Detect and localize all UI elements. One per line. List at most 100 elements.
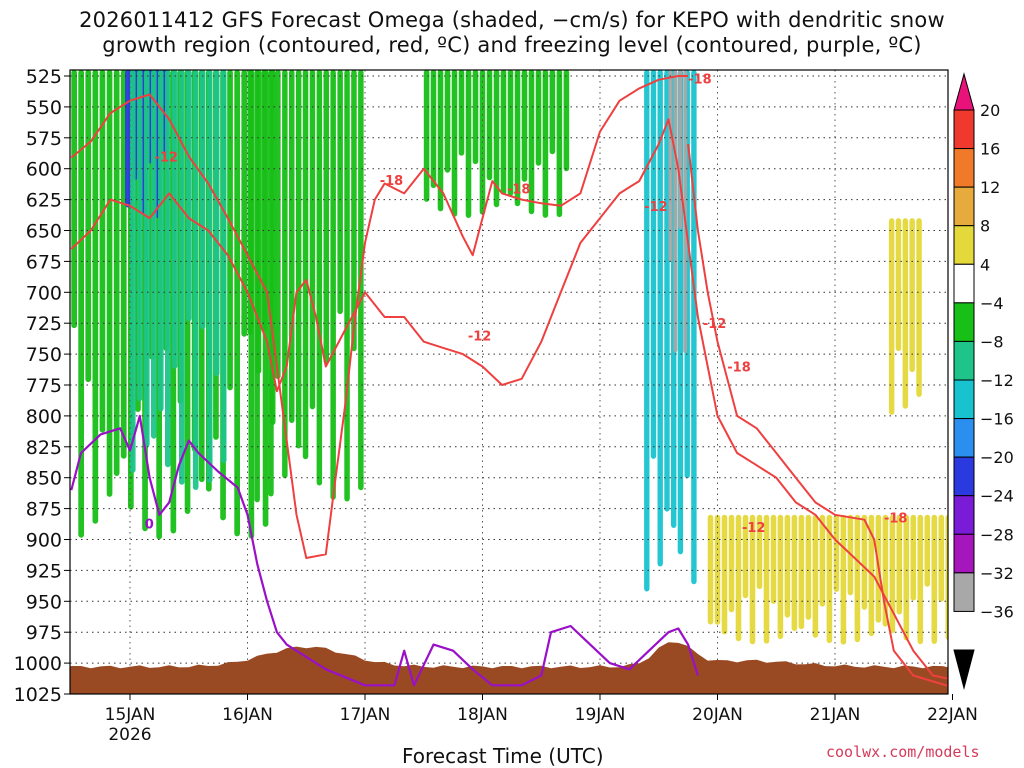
colorbar: 20 16 12 8 4 −4 −8 −12 −16 −20 −24 −28 −32 −36 (953, 72, 1014, 690)
colorbar-bin-1 (953, 109, 975, 150)
omega-cell-late-descent (909, 218, 915, 373)
y-tick-label-750: 750 (26, 344, 62, 366)
omega-cell-lowlevel-descent (735, 514, 742, 642)
omega-cell-day19-core (673, 70, 678, 353)
omega-cell-lowlevel-descent (833, 514, 840, 592)
omega-cell-late-descent (916, 218, 922, 397)
omega-cell-day16-band (316, 70, 323, 486)
omega-cell-lowlevel-descent (826, 514, 833, 644)
omega-cell-lowlevel-descent (910, 514, 917, 601)
y-tick-label-800: 800 (26, 406, 62, 428)
omega-cell-early-mid (151, 70, 157, 439)
y-tick-label-525: 525 (26, 66, 62, 88)
dgz-label-5: -18 (688, 72, 712, 87)
colorbar-label-3: 8 (980, 217, 990, 236)
omega-cell-day16-band (247, 70, 253, 336)
x-tick-label-15JAN: 15JAN (105, 705, 156, 725)
colorbar-label-13: −36 (980, 602, 1014, 621)
y-tick-label-600: 600 (26, 159, 62, 181)
y-tick-label-1000: 1000 (14, 653, 62, 675)
omega-cell-day18-band (444, 70, 451, 173)
omega-cell-day18-band (556, 70, 563, 218)
omega-cell-lowlevel-descent (924, 514, 931, 587)
x-tick-label-18JAN: 18JAN (457, 705, 508, 725)
y-tick-label-725: 725 (26, 313, 62, 335)
omega-cell-lowlevel-descent (742, 514, 749, 599)
omega-cell-early-mid (220, 70, 227, 464)
omega-cell-early-ascent (234, 70, 240, 537)
omega-cell-early-mid (130, 70, 136, 473)
omega-cell-day16-band (289, 70, 295, 423)
omega-cell-lowlevel-descent (945, 514, 948, 640)
omega-cell-day19-strong (664, 70, 670, 512)
omega-cell-lowlevel-descent (791, 514, 798, 631)
colorbar-bin-5 (953, 263, 975, 304)
omega-cell-day18-band (528, 70, 535, 215)
dgz-label-1: -18 (380, 174, 404, 189)
omega-cell-lowlevel-descent (896, 514, 903, 615)
freezing-level-label: 0 (145, 517, 154, 532)
omega-cell-early-ascent (85, 70, 92, 383)
omega-cell-late-descent (895, 218, 902, 352)
omega-cell-day18-band (549, 70, 556, 155)
omega-cell-day18-band (486, 70, 493, 181)
dgz-contour-upper (70, 75, 689, 559)
chart-title-line-2: growth region (contoured, red, ºC) and f… (102, 33, 922, 57)
colorbar-bin-11 (953, 495, 975, 535)
y-tick-label-975: 975 (26, 622, 62, 644)
omega-cell-lowlevel-descent (889, 514, 896, 634)
colorbar-label-9: −20 (980, 448, 1014, 467)
omega-cell-day18-band (472, 70, 479, 165)
omega-cell-early-mid (186, 70, 192, 322)
colorbar-bin-6 (953, 302, 975, 342)
omega-cell-early-ascent (99, 70, 106, 433)
omega-cell-day16-band (254, 70, 260, 503)
omega-cell-day18-band (423, 70, 430, 202)
dgz-label-7: -18 (727, 360, 751, 375)
omega-cell-lowlevel-descent (707, 514, 714, 625)
colorbar-label-2: 12 (980, 178, 1000, 197)
colorbar-bin-7 (953, 340, 975, 381)
omega-cell-day18-band (493, 70, 500, 208)
x-tick-label-16JAN: 16JAN (222, 705, 273, 725)
omega-cell-day16-band (295, 70, 302, 449)
omega-cell-lowlevel-descent (798, 514, 805, 630)
chart-title-line-1: 2026011412 GFS Forecast Omega (shaded, −… (79, 8, 945, 32)
colorbar-bin-top (953, 72, 975, 111)
omega-cell-lowlevel-descent (868, 514, 875, 637)
omega-cell-day16-band (261, 70, 267, 331)
colorbar-bin-2 (953, 148, 975, 188)
omega-cell-early-mid (158, 70, 164, 412)
colorbar-label-4: 4 (980, 255, 990, 274)
axes: 525 550 575 600 625 650 675 700 725 750 775 800 825 8… (14, 66, 978, 745)
omega-cell-day16-band (337, 70, 343, 315)
omega-cell-day18-band (521, 70, 528, 182)
omega-cell-lowlevel-descent (840, 514, 847, 645)
omega-cell-early-ascent (92, 70, 99, 524)
dgz-label-2: -18 (507, 182, 530, 197)
omega-cell-lowlevel-descent (812, 514, 819, 638)
omega-cell-day18-band (500, 70, 507, 195)
omega-cell-lowlevel-descent (777, 514, 784, 640)
dgz-label-6: -12 (703, 317, 727, 332)
y-tick-label-900: 900 (26, 530, 62, 552)
omega-cell-day18-band (465, 70, 472, 218)
x-tick-label-17JAN: 17JAN (340, 705, 391, 725)
x-tick-label-22JAN: 22JAN (927, 705, 978, 725)
omega-cell-lowlevel-descent (749, 514, 756, 645)
colorbar-bin-9 (953, 418, 975, 458)
omega-cell-lowlevel-descent (903, 514, 910, 641)
omega-cell-lowlevel-descent (784, 514, 791, 618)
colorbar-bin-10 (953, 456, 975, 497)
omega-cell-early-ascent (113, 70, 120, 476)
dgz-label-0: -12 (154, 150, 178, 165)
dgz-label-9: -18 (884, 511, 908, 526)
contours: -12 -18 -18 -12 -12 -18 -12 -18 -12 -18 0 (70, 72, 948, 688)
omega-cell-lowlevel-descent (861, 514, 868, 610)
omega-cell-day16-band (351, 70, 357, 352)
colorbar-label-6: −8 (980, 332, 1004, 351)
omega-cell-day18-band (430, 70, 437, 189)
colorbar-bin-12 (953, 533, 975, 574)
omega-cell-day18-band (451, 70, 458, 217)
